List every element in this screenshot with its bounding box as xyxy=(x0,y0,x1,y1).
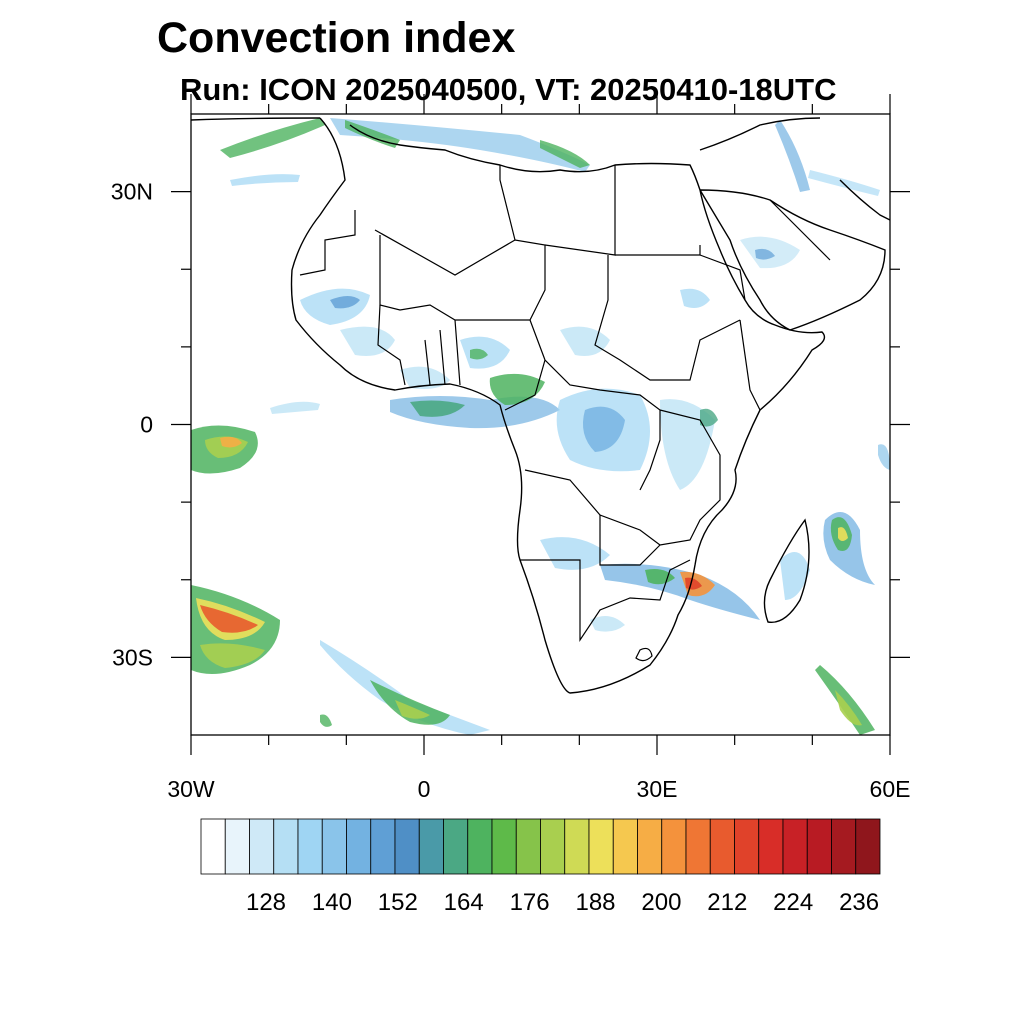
colorbar-label: 188 xyxy=(575,889,615,916)
colorbar-swatch xyxy=(515,818,541,875)
convection-field xyxy=(191,118,890,735)
colorbar-swatch xyxy=(564,818,590,875)
colorbar-label: 236 xyxy=(839,889,879,916)
colorbar-swatch xyxy=(346,818,372,875)
colorbar-swatch xyxy=(709,818,735,875)
colorbar-swatch xyxy=(806,818,832,875)
colorbar-labels: 128 140 152 164 176 188 200 212 224 236 xyxy=(246,889,879,916)
y-tick-label: 0 xyxy=(140,412,153,438)
colorbar-label: 176 xyxy=(510,889,550,916)
colorbar-label: 140 xyxy=(312,889,352,916)
colorbar-swatch xyxy=(685,818,711,875)
colorbar-label: 164 xyxy=(444,889,484,916)
colorbar-swatch xyxy=(491,818,517,875)
colorbar-label: 212 xyxy=(707,889,747,916)
colorbar-swatch xyxy=(370,818,396,875)
map-frame xyxy=(190,113,891,736)
colorbar-swatch xyxy=(200,818,226,875)
x-tick-label: 30E xyxy=(637,776,678,802)
colorbar-swatch xyxy=(540,818,566,875)
axis-tick-labels: 30W 0 30E 60E 30N 0 30S xyxy=(111,179,911,802)
x-tick-label: 30W xyxy=(167,776,215,802)
map-subtitle: Run: ICON 2025040500, VT: 20250410-18UTC xyxy=(180,72,837,107)
colorbar xyxy=(200,818,881,875)
colorbar-swatch xyxy=(612,818,638,875)
colorbar-swatch xyxy=(443,818,469,875)
coastlines xyxy=(191,117,890,694)
x-tick-label: 60E xyxy=(870,776,911,802)
colorbar-swatch xyxy=(734,818,760,875)
colorbar-swatch xyxy=(758,818,784,875)
colorbar-swatch xyxy=(321,818,347,875)
colorbar-swatch xyxy=(831,818,857,875)
y-tick-label: 30N xyxy=(111,179,153,205)
axis-ticks xyxy=(171,94,910,755)
colorbar-swatch xyxy=(637,818,663,875)
x-tick-label: 0 xyxy=(418,776,431,802)
colorbar-label: 152 xyxy=(378,889,418,916)
colorbar-swatch xyxy=(418,818,444,875)
colorbar-swatch xyxy=(224,818,250,875)
colorbar-label: 224 xyxy=(773,889,813,916)
colorbar-swatch xyxy=(588,818,614,875)
colorbar-swatch xyxy=(249,818,275,875)
country-borders xyxy=(299,165,831,662)
colorbar-swatch xyxy=(661,818,687,875)
colorbar-swatch xyxy=(855,818,881,875)
colorbar-swatch xyxy=(467,818,493,875)
map-title: Convection index xyxy=(157,14,516,62)
y-tick-label: 30S xyxy=(112,644,153,670)
colorbar-swatch xyxy=(394,818,420,875)
colorbar-swatch xyxy=(782,818,808,875)
colorbar-label: 128 xyxy=(246,889,286,916)
colorbar-label: 200 xyxy=(641,889,681,916)
colorbar-swatch xyxy=(273,818,299,875)
colorbar-swatch xyxy=(297,818,323,875)
